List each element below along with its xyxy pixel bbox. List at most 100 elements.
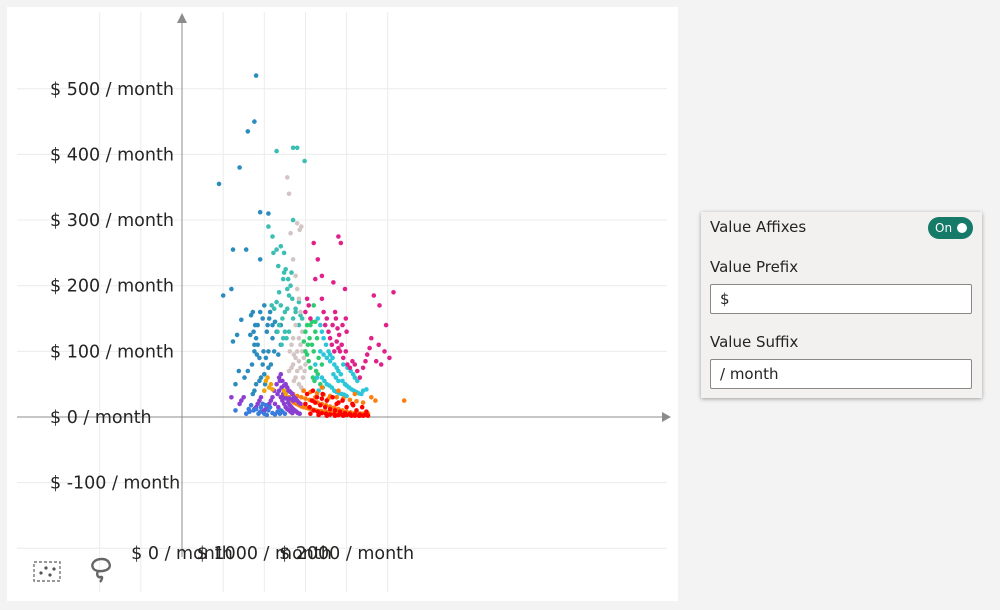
data-point[interactable] <box>313 400 318 405</box>
data-point[interactable] <box>284 396 289 401</box>
data-point[interactable] <box>280 378 285 384</box>
data-point[interactable] <box>286 293 292 298</box>
data-point[interactable] <box>377 303 382 308</box>
data-point[interactable] <box>230 339 236 344</box>
data-point[interactable] <box>285 306 290 312</box>
data-point[interactable] <box>343 316 349 321</box>
data-point[interactable] <box>319 296 325 302</box>
data-point[interactable] <box>319 329 325 335</box>
data-point[interactable] <box>253 73 259 78</box>
data-point[interactable] <box>315 316 321 321</box>
data-point[interactable] <box>282 309 288 315</box>
data-point[interactable] <box>331 372 336 377</box>
data-point[interactable] <box>340 398 345 403</box>
data-point[interactable] <box>233 381 238 387</box>
data-point[interactable] <box>298 309 303 315</box>
data-point[interactable] <box>311 240 317 246</box>
data-point[interactable] <box>313 362 318 367</box>
data-point[interactable] <box>319 375 325 380</box>
data-point[interactable] <box>285 276 291 282</box>
data-point[interactable] <box>373 358 379 364</box>
data-point[interactable] <box>290 296 295 302</box>
data-point[interactable] <box>299 395 304 400</box>
data-point[interactable] <box>312 378 317 384</box>
data-point[interactable] <box>251 329 256 335</box>
data-point[interactable] <box>272 319 278 325</box>
data-point[interactable] <box>303 329 308 335</box>
data-point[interactable] <box>341 355 346 361</box>
data-point[interactable] <box>276 352 281 357</box>
data-point[interactable] <box>359 404 365 410</box>
data-point[interactable] <box>318 402 323 408</box>
data-point[interactable] <box>294 221 300 226</box>
data-point[interactable] <box>264 329 270 335</box>
data-point[interactable] <box>280 316 285 321</box>
data-point[interactable] <box>234 332 240 338</box>
data-point[interactable] <box>330 395 335 400</box>
data-point[interactable] <box>296 335 302 341</box>
data-point[interactable] <box>324 316 330 321</box>
data-point[interactable] <box>262 303 267 308</box>
data-point[interactable] <box>327 335 333 341</box>
data-point[interactable] <box>324 413 330 419</box>
data-point[interactable] <box>334 395 340 400</box>
data-point[interactable] <box>230 247 236 252</box>
data-point[interactable] <box>245 368 251 374</box>
data-point[interactable] <box>350 402 356 408</box>
data-point[interactable] <box>324 355 330 361</box>
data-point[interactable] <box>229 286 234 292</box>
data-point[interactable] <box>299 316 305 321</box>
data-point[interactable] <box>255 342 260 348</box>
data-point[interactable] <box>272 401 278 407</box>
data-point[interactable] <box>296 299 302 305</box>
data-point[interactable] <box>262 388 267 394</box>
data-point[interactable] <box>338 372 344 377</box>
data-point[interactable] <box>344 404 349 410</box>
data-point[interactable] <box>303 309 308 315</box>
data-point[interactable] <box>276 322 282 328</box>
data-point[interactable] <box>263 402 269 408</box>
data-point[interactable] <box>331 280 336 285</box>
data-point[interactable] <box>340 378 345 384</box>
data-point[interactable] <box>360 400 366 405</box>
value-suffix-input[interactable] <box>710 359 972 389</box>
data-point[interactable] <box>322 322 328 328</box>
data-point[interactable] <box>267 404 273 410</box>
data-point[interactable] <box>311 303 317 308</box>
data-point[interactable] <box>281 250 287 256</box>
data-point[interactable] <box>281 383 287 388</box>
data-point[interactable] <box>300 375 306 380</box>
data-point[interactable] <box>314 395 320 400</box>
data-point[interactable] <box>285 175 290 180</box>
data-point[interactable] <box>371 293 377 298</box>
data-point[interactable] <box>369 335 374 341</box>
data-point[interactable] <box>250 391 256 397</box>
data-point[interactable] <box>268 362 274 367</box>
data-point[interactable] <box>373 398 378 403</box>
data-point[interactable] <box>308 365 313 371</box>
data-point[interactable] <box>329 342 335 348</box>
data-point[interactable] <box>299 349 305 354</box>
data-point[interactable] <box>309 342 315 348</box>
data-point[interactable] <box>337 409 343 415</box>
data-point[interactable] <box>336 378 341 384</box>
data-point[interactable] <box>343 349 349 354</box>
data-point[interactable] <box>340 322 345 328</box>
data-point[interactable] <box>249 362 255 367</box>
data-point[interactable] <box>332 362 337 367</box>
data-point[interactable] <box>382 349 387 354</box>
data-point[interactable] <box>313 276 318 282</box>
data-point[interactable] <box>303 396 308 401</box>
data-point[interactable] <box>383 322 389 328</box>
data-point[interactable] <box>248 312 254 318</box>
data-point[interactable] <box>354 408 359 413</box>
data-point[interactable] <box>289 270 294 275</box>
lasso-select-icon[interactable] <box>87 555 117 585</box>
data-point[interactable] <box>251 408 256 413</box>
data-point[interactable] <box>291 378 297 384</box>
data-point[interactable] <box>279 342 284 348</box>
data-point[interactable] <box>301 355 307 361</box>
data-point[interactable] <box>254 352 260 357</box>
data-point[interactable] <box>285 286 290 292</box>
data-point[interactable] <box>239 317 244 323</box>
